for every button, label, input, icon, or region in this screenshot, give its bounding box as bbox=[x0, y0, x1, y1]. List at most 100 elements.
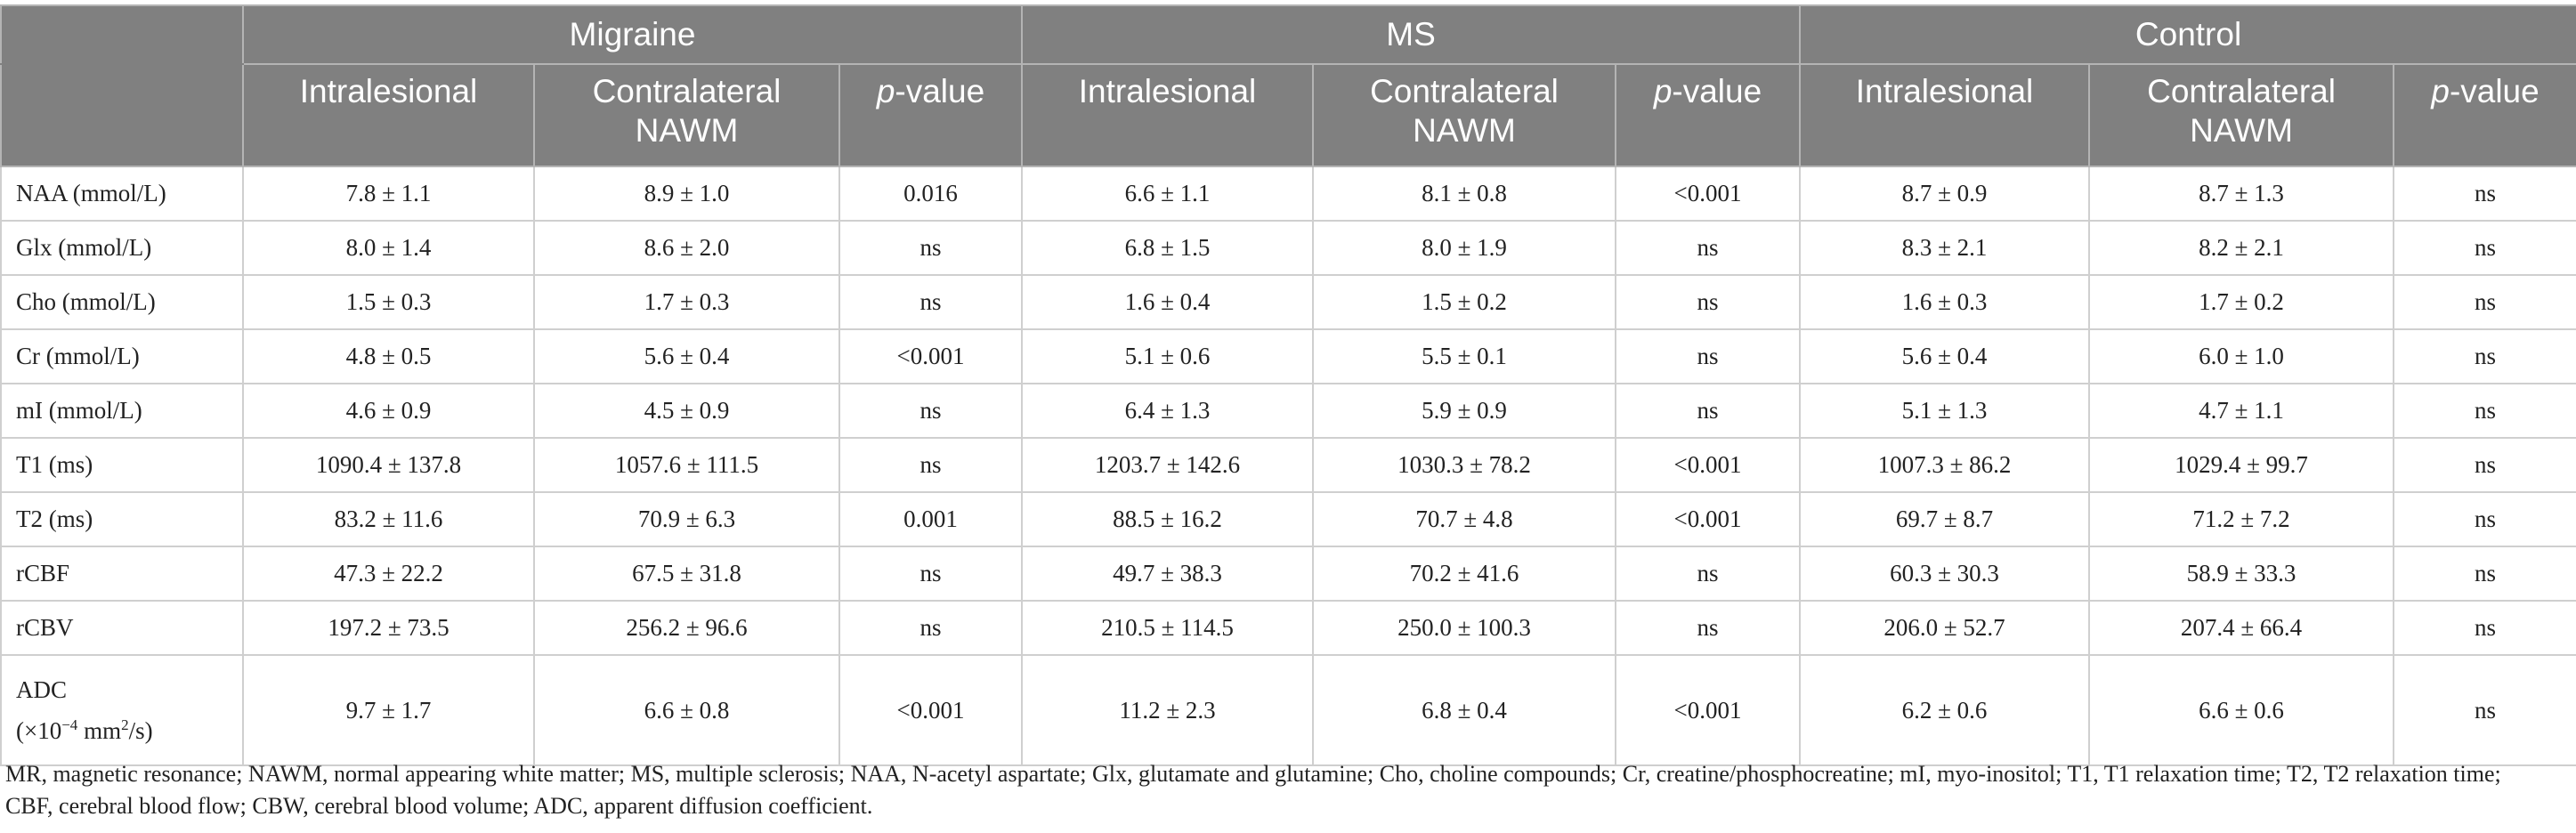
p-value-cell: ns bbox=[1614, 600, 1802, 656]
value-cell: 8.7 ± 1.3 bbox=[2088, 166, 2395, 222]
value-cell: 11.2 ± 2.3 bbox=[1021, 654, 1314, 766]
value-cell: 8.1 ± 0.8 bbox=[1312, 166, 1616, 222]
value-cell: 8.6 ± 2.0 bbox=[533, 220, 840, 276]
row-label: rCBF bbox=[0, 546, 244, 602]
p-value-cell: ns bbox=[838, 383, 1023, 439]
value-cell: 67.5 ± 31.8 bbox=[533, 546, 840, 602]
table-row: Cr (mmol/L) 4.8 ± 0.5 5.6 ± 0.4 <0.001 5.1 ±… bbox=[0, 328, 2576, 384]
group-header-ms: MS bbox=[1020, 4, 1802, 65]
value-cell: 1029.4 ± 99.7 bbox=[2088, 437, 2395, 493]
value-cell: 1090.4 ± 137.8 bbox=[242, 437, 535, 493]
subheader-p-value-ms: p-value bbox=[1614, 63, 1802, 167]
value-cell: 8.2 ± 2.1 bbox=[2088, 220, 2395, 276]
results-table: Migraine MS Control Intralesional Contral… bbox=[0, 4, 2576, 766]
p-value-cell: ns bbox=[2393, 654, 2576, 766]
subheader-intralesional-migraine: Intralesional bbox=[242, 63, 535, 167]
p-value-cell: ns bbox=[2393, 166, 2576, 222]
p-value-cell: 0.001 bbox=[838, 491, 1023, 547]
value-cell: 5.5 ± 0.1 bbox=[1312, 328, 1616, 384]
row-label: mI (mmol/L) bbox=[0, 383, 244, 439]
adc-label-line1: ADC bbox=[16, 676, 68, 703]
value-cell: 8.9 ± 1.0 bbox=[533, 166, 840, 222]
p-italic: p bbox=[876, 73, 895, 109]
value-cell: 8.3 ± 2.1 bbox=[1799, 220, 2091, 276]
p-value-cell: ns bbox=[2393, 274, 2576, 330]
p-suffix: -value bbox=[2449, 73, 2540, 109]
table-row: T1 (ms) 1090.4 ± 137.8 1057.6 ± 111.5 ns 120… bbox=[0, 437, 2576, 493]
p-suffix: -value bbox=[1672, 73, 1762, 109]
table-row: rCBV 197.2 ± 73.5 256.2 ± 96.6 ns 210.5 ± 11… bbox=[0, 600, 2576, 656]
value-cell: 6.2 ± 0.6 bbox=[1799, 654, 2091, 766]
value-cell: 207.4 ± 66.4 bbox=[2088, 600, 2395, 656]
adc-label-unit: (×10−4 mm2/s) bbox=[16, 710, 242, 751]
value-cell: 58.9 ± 33.3 bbox=[2088, 546, 2395, 602]
value-cell: 8.0 ± 1.9 bbox=[1312, 220, 1616, 276]
p-value-cell: <0.001 bbox=[838, 654, 1023, 766]
footnote-line-1: MR, magnetic resonance; NAWM, normal app… bbox=[5, 761, 2501, 787]
value-cell: 6.8 ± 1.5 bbox=[1021, 220, 1314, 276]
p-value-cell: ns bbox=[1614, 274, 1802, 330]
value-cell: 1030.3 ± 78.2 bbox=[1312, 437, 1616, 493]
p-italic: p bbox=[2431, 73, 2450, 109]
value-cell: 49.7 ± 38.3 bbox=[1021, 546, 1314, 602]
subheader-contralateral-line1: Contralateral bbox=[592, 73, 782, 109]
row-label: Cr (mmol/L) bbox=[0, 328, 244, 384]
adc-unit-part: 2 bbox=[121, 716, 129, 733]
p-italic: p bbox=[1653, 73, 1673, 109]
p-value-cell: ns bbox=[2393, 220, 2576, 276]
row-label: T2 (ms) bbox=[0, 491, 244, 547]
row-label: Cho (mmol/L) bbox=[0, 274, 244, 330]
value-cell: 8.7 ± 0.9 bbox=[1799, 166, 2091, 222]
p-value-cell: ns bbox=[2393, 546, 2576, 602]
p-value-cell: <0.001 bbox=[838, 328, 1023, 384]
p-value-cell: <0.001 bbox=[1614, 491, 1802, 547]
value-cell: 6.0 ± 1.0 bbox=[2088, 328, 2395, 384]
row-label: Glx (mmol/L) bbox=[0, 220, 244, 276]
value-cell: 1.7 ± 0.3 bbox=[533, 274, 840, 330]
group-header-control: Control bbox=[1799, 4, 2576, 65]
table-row: mI (mmol/L) 4.6 ± 0.9 4.5 ± 0.9 ns 6.4 ± 1.3… bbox=[0, 383, 2576, 439]
subheader-p-value-control: p-value bbox=[2393, 63, 2576, 167]
value-cell: 1.5 ± 0.2 bbox=[1312, 274, 1616, 330]
value-cell: 206.0 ± 52.7 bbox=[1799, 600, 2091, 656]
value-cell: 6.4 ± 1.3 bbox=[1021, 383, 1314, 439]
value-cell: 71.2 ± 7.2 bbox=[2088, 491, 2395, 547]
value-cell: 5.6 ± 0.4 bbox=[533, 328, 840, 384]
value-cell: 250.0 ± 100.3 bbox=[1312, 600, 1616, 656]
subheader-contralateral-line2: NAWM bbox=[2190, 112, 2293, 149]
value-cell: 6.8 ± 0.4 bbox=[1312, 654, 1616, 766]
row-label: rCBV bbox=[0, 600, 244, 656]
value-cell: 5.9 ± 0.9 bbox=[1312, 383, 1616, 439]
header-corner bbox=[0, 4, 244, 65]
value-cell: 69.7 ± 8.7 bbox=[1799, 491, 2091, 547]
p-value-cell: ns bbox=[838, 600, 1023, 656]
value-cell: 88.5 ± 16.2 bbox=[1021, 491, 1314, 547]
value-cell: 1203.7 ± 142.6 bbox=[1021, 437, 1314, 493]
subheader-contralateral-line1: Contralateral bbox=[2147, 73, 2336, 109]
row-label-adc: ADC (×10−4 mm2/s) bbox=[0, 654, 244, 766]
subheader-contralateral-line2: NAWM bbox=[1413, 112, 1516, 149]
p-value-cell: ns bbox=[838, 220, 1023, 276]
value-cell: 70.2 ± 41.6 bbox=[1312, 546, 1616, 602]
value-cell: 47.3 ± 22.2 bbox=[242, 546, 535, 602]
value-cell: 9.7 ± 1.7 bbox=[242, 654, 535, 766]
group-header-migraine: Migraine bbox=[242, 4, 1023, 65]
value-cell: 4.6 ± 0.9 bbox=[242, 383, 535, 439]
p-value-cell: ns bbox=[1614, 383, 1802, 439]
p-value-cell: ns bbox=[2393, 600, 2576, 656]
subheader-contralateral-control: Contralateral NAWM bbox=[2088, 63, 2395, 167]
value-cell: 6.6 ± 0.6 bbox=[2088, 654, 2395, 766]
value-cell: 5.1 ± 0.6 bbox=[1021, 328, 1314, 384]
value-cell: 210.5 ± 114.5 bbox=[1021, 600, 1314, 656]
p-value-cell: ns bbox=[1614, 546, 1802, 602]
p-value-cell: ns bbox=[2393, 437, 2576, 493]
table-row: rCBF 47.3 ± 22.2 67.5 ± 31.8 ns 49.7 ± 38.3 7… bbox=[0, 546, 2576, 602]
subheader-contralateral-line1: Contralateral bbox=[1370, 73, 1559, 109]
subheader-p-value-migraine: p-value bbox=[838, 63, 1023, 167]
value-cell: 83.2 ± 11.6 bbox=[242, 491, 535, 547]
value-cell: 4.5 ± 0.9 bbox=[533, 383, 840, 439]
subheader-intralesional-control: Intralesional bbox=[1799, 63, 2091, 167]
p-suffix: -value bbox=[895, 73, 985, 109]
value-cell: 1.5 ± 0.3 bbox=[242, 274, 535, 330]
subheader-intralesional-ms: Intralesional bbox=[1021, 63, 1314, 167]
